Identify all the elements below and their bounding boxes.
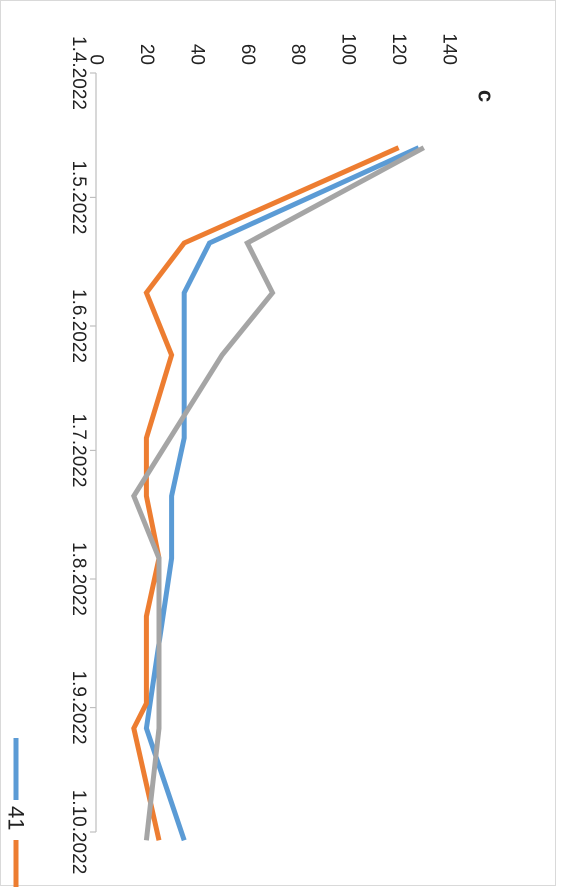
x-tick-label: 1.10.2022 [68, 790, 89, 875]
legend-label: 41 [4, 806, 29, 830]
y-tick-label: 120 [388, 33, 409, 65]
x-tick-label: 1.9.2022 [68, 671, 89, 745]
y-tick-label: 40 [186, 44, 207, 65]
legend: 41 [4, 738, 29, 887]
panel-label: c [474, 90, 499, 102]
x-tick-label: 1.4.2022 [68, 36, 89, 110]
series-line-3 [131, 145, 425, 841]
y-tick-label: 60 [237, 44, 258, 65]
y-axis: 0 20 40 60 80 100 120 140 [86, 33, 460, 65]
y-tick-label: 140 [439, 33, 460, 65]
y-tick-label: 80 [287, 44, 308, 65]
series-line-1 [143, 145, 420, 842]
x-tick-label: 1.5.2022 [68, 160, 89, 234]
series-lines [131, 145, 425, 842]
plot-area: c 1.4.2022 1.5.2022 1.6.2022 1.7.2022 1.8.20… [4, 33, 499, 887]
x-axis: 1.4.2022 1.5.2022 1.6.2022 1.7.2022 1.8.2022… [68, 36, 97, 875]
y-tick-label: 0 [86, 54, 107, 65]
y-tick-label: 100 [338, 33, 359, 65]
x-tick-label: 1.8.2022 [68, 542, 89, 616]
x-tick-label: 1.7.2022 [68, 413, 89, 487]
x-tick-label: 1.6.2022 [68, 289, 89, 363]
series-line-2 [131, 145, 400, 841]
y-tick-label: 20 [136, 44, 157, 65]
